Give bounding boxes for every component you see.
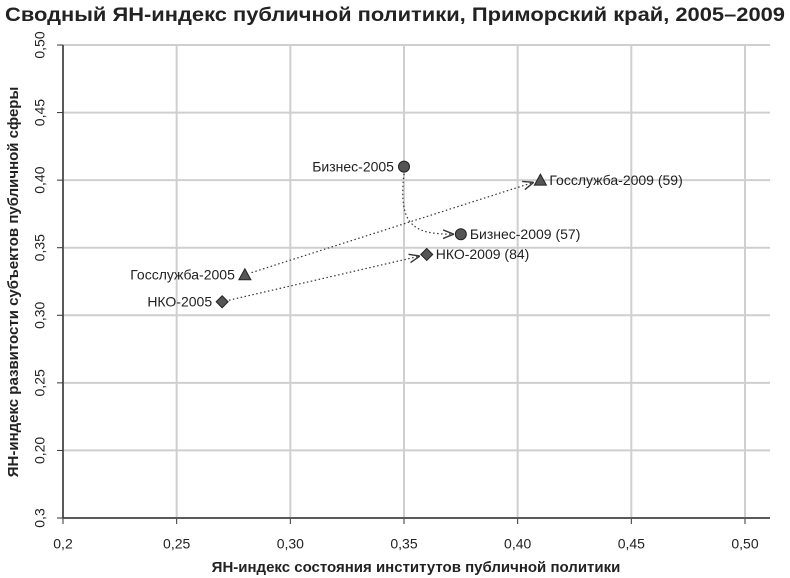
point-label: НКО-2009 (84): [436, 246, 530, 262]
chart-title: Сводный ЯН-индекс публичной политики, Пр…: [5, 5, 785, 26]
connector-arrow: [228, 256, 420, 301]
point-label: Госслужба-2005: [130, 266, 235, 282]
point-label: Бизнес-2009 (57): [470, 226, 581, 242]
connector-arrow: [402, 173, 454, 235]
y-tick-label: 0,25: [32, 369, 48, 396]
point: [533, 173, 548, 186]
y-tick-label: 0,3: [32, 508, 48, 528]
x-tick-label: 0,45: [618, 536, 645, 552]
y-tick-label: 0,40: [32, 166, 48, 193]
point-label: Госслужба-2009 (59): [549, 172, 682, 188]
x-tick-label: 0,40: [504, 536, 531, 552]
point-label: Бизнес-2005: [312, 158, 394, 174]
point: [454, 228, 467, 241]
x-tick-label: 0,30: [277, 536, 304, 552]
y-tick-label: 0,20: [32, 437, 48, 464]
y-tick-label: 0,50: [32, 31, 48, 58]
point: [397, 160, 410, 173]
point: [215, 295, 229, 309]
x-tick-label: 0,50: [731, 536, 758, 552]
x-tick-label: 0,35: [390, 536, 417, 552]
x-axis-label: ЯН-индекс состояния институтов публичной…: [212, 559, 621, 576]
point: [238, 267, 252, 281]
point-label: НКО-2005: [147, 293, 212, 309]
y-tick-label: 0,45: [32, 99, 48, 126]
y-axis-label: ЯН-индекс развитости субъектов публичной…: [5, 87, 22, 478]
y-tick-label: 0,30: [32, 301, 48, 328]
connector-arrow: [251, 182, 534, 274]
x-tick-label: 0,25: [163, 536, 190, 552]
point: [420, 247, 434, 262]
x-tick-label: 0,2: [53, 536, 73, 552]
y-tick-label: 0,35: [32, 234, 48, 261]
